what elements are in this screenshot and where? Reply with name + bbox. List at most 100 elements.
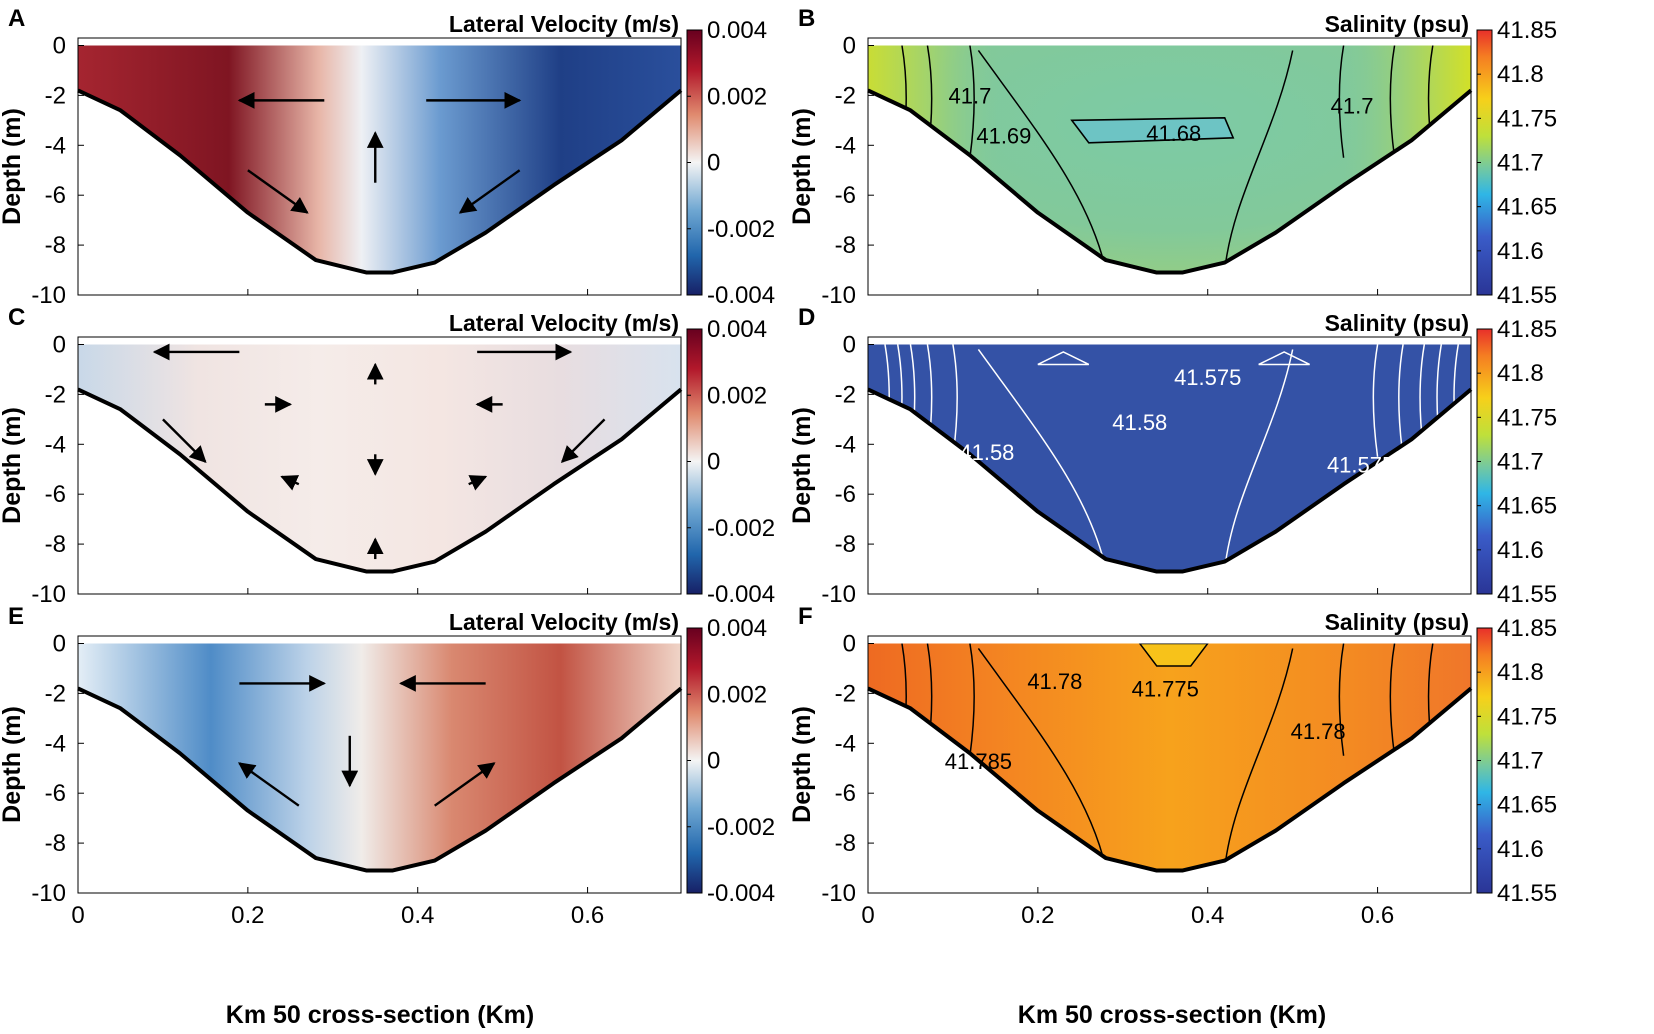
x-tick-label: 0.2: [1021, 902, 1054, 929]
colorbar-tick-label: 41.55: [1497, 282, 1557, 309]
y-axis-label: Depth (m): [0, 706, 26, 823]
colorbar-tick-label: 41.85: [1497, 17, 1557, 44]
flow-arrow: [560, 418, 606, 463]
colorbar-tick-label: 41.75: [1497, 404, 1557, 431]
y-tick-label: -10: [31, 581, 66, 608]
colorbar-tick-label: 41.8: [1497, 360, 1544, 387]
y-axis-label: Depth (m): [0, 108, 26, 225]
contour-line: [1389, 45, 1396, 158]
panel-letter: A: [8, 5, 25, 32]
y-tick-label: -10: [821, 581, 856, 608]
y-tick-label: -2: [45, 381, 66, 408]
y-tick-label: -6: [835, 780, 856, 807]
colorbar-tick-label: 41.55: [1497, 581, 1557, 608]
y-tick-label: 0: [843, 630, 856, 657]
colorbar-tick-label: -0.002: [707, 814, 775, 841]
axes-box: [77, 635, 682, 894]
colorbar-tick-label: -0.002: [707, 216, 775, 243]
panel-title: Lateral Velocity (m/s): [449, 609, 679, 635]
y-tick-label: -6: [835, 481, 856, 508]
colorbar-tick-label: 0: [707, 150, 720, 177]
panel-d: 0 -2 -4 -6 -8 -10 Depth (m) D Salinity (psu) 41.8…: [788, 304, 1557, 608]
y-axis-label: Depth (m): [788, 706, 816, 823]
y-tick-label: 0: [843, 331, 856, 358]
x-tick-label: 0.2: [231, 902, 264, 929]
section-field: [78, 45, 681, 273]
y-tick-label: -10: [31, 282, 66, 309]
colorbar-tick-label: 0.004: [707, 615, 767, 642]
colorbar-tick-label: 41.65: [1497, 792, 1557, 819]
y-tick-label: -6: [835, 182, 856, 209]
section-field: [78, 344, 681, 572]
flow-arrow: [237, 762, 300, 807]
contour-line: [977, 50, 1294, 271]
panel-title: Lateral Velocity (m/s): [449, 11, 679, 37]
y-tick-label: -4: [835, 132, 856, 159]
y-tick-label: -8: [45, 830, 66, 857]
flow-arrow: [247, 169, 309, 214]
contour-label: 41.78: [1291, 719, 1346, 744]
contour-label: 41.58: [959, 440, 1014, 465]
panel-title: Salinity (psu): [1325, 11, 1469, 37]
colorbar-tick-label: 41.85: [1497, 316, 1557, 343]
x-axis-label-right: Km 50 cross-section (Km): [1018, 1001, 1326, 1029]
y-tick-label: 0: [53, 630, 66, 657]
x-tick-label: 0.6: [1361, 902, 1394, 929]
y-tick-label: -2: [45, 680, 66, 707]
colorbar-tick-label: 0.002: [707, 83, 767, 110]
surface-layer: [78, 45, 681, 273]
x-tick-label: 0.4: [401, 902, 434, 929]
flow-arrow: [162, 418, 207, 463]
colorbar-tick-label: 41.75: [1497, 105, 1557, 132]
x-axis-label-left: Km 50 cross-section (Km): [226, 1001, 534, 1029]
y-tick-label: -2: [835, 82, 856, 109]
colorbar-tick-label: 0.002: [707, 681, 767, 708]
panel-letter: B: [798, 5, 815, 32]
y-tick-label: 0: [843, 32, 856, 59]
colorbar-tick-label: -0.002: [707, 515, 775, 542]
contour-label: 41.775: [1132, 676, 1199, 701]
colorbar-tick-label: 41.8: [1497, 61, 1544, 88]
contour-label: 41.69: [976, 123, 1031, 148]
colorbar-tick-label: 41.7: [1497, 748, 1544, 775]
colorbar-tick-label: 41.65: [1497, 194, 1557, 221]
axes-box: [77, 37, 682, 296]
panel-letter: F: [798, 603, 813, 630]
y-tick-label: -8: [835, 830, 856, 857]
y-tick-label: -8: [45, 232, 66, 259]
contour-line: [969, 643, 975, 756]
colorbar-tick-label: 41.75: [1497, 703, 1557, 730]
y-tick-label: -2: [835, 381, 856, 408]
contour-label: 41.7: [1331, 93, 1374, 118]
channel-bed-line: [77, 88, 683, 275]
axes-box: [867, 336, 1472, 595]
colorbar-tick-label: 41.85: [1497, 615, 1557, 642]
panel-a: 0 -2 -4 -6 -8 -10 Depth (m) A Lateral Velocity (…: [0, 5, 775, 309]
colorbar-tick-label: 41.7: [1497, 449, 1544, 476]
y-tick-label: -2: [835, 680, 856, 707]
panel-letter: E: [8, 603, 24, 630]
x-tick-label: 0.6: [571, 902, 604, 929]
colorbar-tick-label: 0.004: [707, 17, 767, 44]
y-tick-label: -4: [835, 431, 856, 458]
x-tick-label: 0: [861, 902, 874, 929]
y-tick-label: -6: [45, 182, 66, 209]
flow-arrow: [434, 762, 496, 807]
colorbar-tick-label: 41.6: [1497, 238, 1544, 265]
colorbar-tick-label: 0.004: [707, 316, 767, 343]
colorbar-tick-label: -0.004: [707, 581, 775, 608]
panel-e: 0 0.2 0.4 0.6 0 -2 -4 -6 -8 -10 Depth (m) E Lateral …: [0, 603, 775, 929]
x-tick-label: 0: [71, 902, 84, 929]
contour-line: [1338, 45, 1345, 158]
y-tick-label: -8: [835, 531, 856, 558]
panel-letter: C: [8, 304, 25, 331]
colorbar-tick-label: 41.55: [1497, 880, 1557, 907]
panel-c: 0 -2 -4 -6 -8 -10 Depth (m) C Lateral Velocity (…: [0, 304, 775, 608]
y-tick-label: -4: [45, 132, 66, 159]
colorbar-tick-label: -0.004: [707, 282, 775, 309]
contour-label: 41.68: [1146, 121, 1201, 146]
colorbar-tick-label: 41.8: [1497, 659, 1544, 686]
colorbar-tick-label: 0: [707, 449, 720, 476]
contour-line: [1372, 344, 1379, 457]
